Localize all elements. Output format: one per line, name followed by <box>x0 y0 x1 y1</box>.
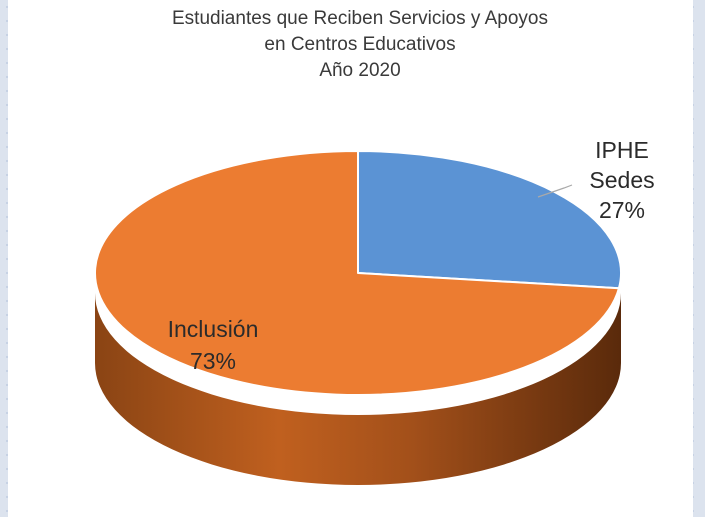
pie-slice-0 <box>357 150 622 290</box>
pie-slice-1 <box>94 150 620 396</box>
chart-title: Estudiantes que Reciben Servicios y Apoy… <box>0 6 705 84</box>
iphe-leader-line <box>537 184 573 198</box>
title-line-1: Estudiantes que Reciben Servicios y Apoy… <box>172 8 548 29</box>
pie-side-wall <box>95 293 621 485</box>
iphe-label-line-2: Sedes <box>589 167 654 193</box>
iphe-percent-label: 27% <box>599 197 645 223</box>
title-line-2: en Centros Educativos <box>264 34 456 55</box>
iphe-label-line-1: IPHE <box>595 137 649 163</box>
inclusion-percent-label: 73% <box>190 348 236 374</box>
title-line-3: Año 2020 <box>319 60 401 81</box>
inclusion-label: Inclusión <box>168 316 259 342</box>
